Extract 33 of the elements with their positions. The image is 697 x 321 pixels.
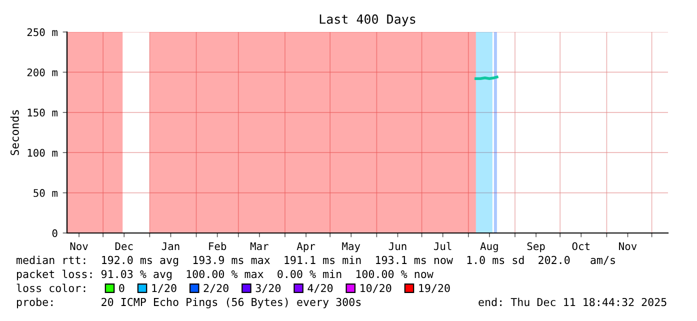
y-tick-label: 150 m	[28, 108, 58, 117]
x-tick-label: Sep	[527, 242, 545, 252]
text: packet loss: 91.03 % avg 100.00 % max 0.00 % min 100.00 % now	[17, 270, 434, 280]
x-tick-label: Nov	[70, 242, 88, 250]
legend-label: 3/20	[256, 284, 280, 294]
x-tick-label: Jul	[434, 242, 452, 250]
y-tick-label: 100 m	[28, 148, 58, 157]
text: end: Thu Dec 11 18:44:32 2025	[478, 298, 666, 306]
x-tick-label: Apr	[296, 242, 316, 252]
y-axis-title: Seconds	[10, 110, 19, 156]
legend-label: 19/20	[419, 284, 450, 294]
legend-label: 0	[119, 284, 124, 292]
x-tick-label: Jun	[388, 242, 406, 250]
legend-label: 2/20	[204, 284, 228, 294]
y-tick-label: 200 m	[27, 68, 58, 76]
text: probe: 20 ICMP Echo Pings (56 Bytes) every 300s	[17, 298, 361, 308]
x-tick-label: Feb	[209, 242, 226, 250]
y-tick-label: 0	[52, 229, 58, 238]
legend-label: 4/20	[308, 284, 333, 294]
x-tick-label: May	[342, 242, 360, 252]
x-tick-label: Mar	[250, 242, 268, 250]
x-tick-label: Nov	[619, 242, 637, 250]
y-tick-label: 50 m	[34, 189, 58, 197]
legend-label: 10/20	[360, 284, 392, 294]
y-tick-label: 250 m	[27, 28, 58, 36]
x-tick-label: Dec	[115, 242, 133, 250]
legend-title: loss color:	[16, 284, 86, 292]
x-tick-label: Jan	[162, 242, 180, 250]
x-tick-label: Oct	[572, 242, 590, 250]
chart-title: Last 400 Days	[320, 14, 416, 26]
text: median rtt: 192.0 ms avg 193.9 ms max 191.1 ms min 193.1 ms now 1.0 ms sd 202.0 am/s	[16, 256, 615, 266]
legend-label: 1/20	[152, 284, 176, 294]
x-tick-label: Aug	[480, 242, 498, 252]
